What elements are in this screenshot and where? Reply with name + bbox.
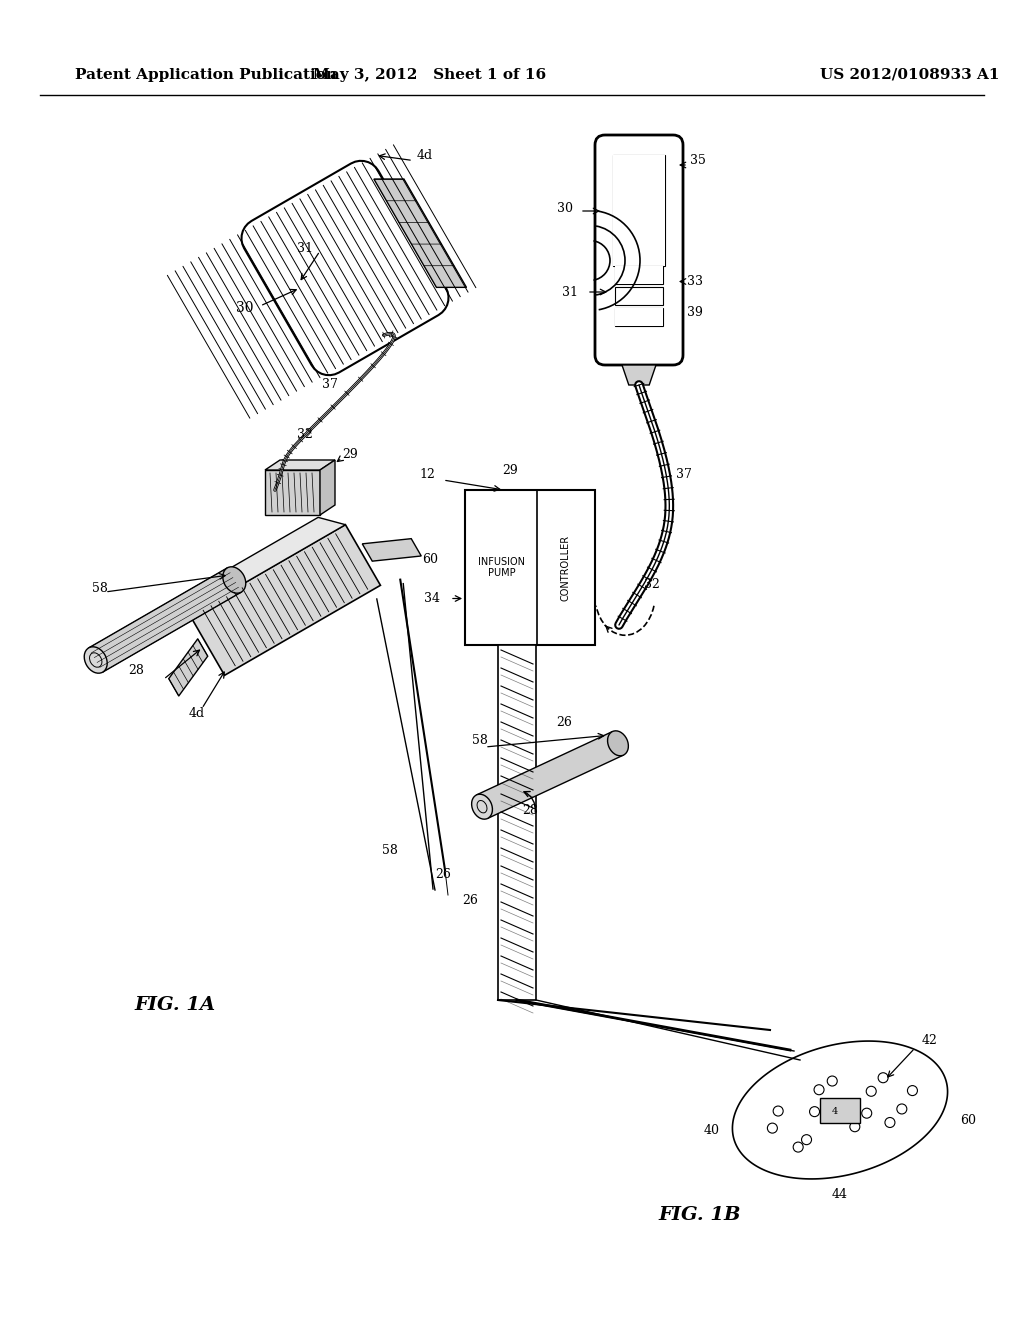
FancyBboxPatch shape [613,154,665,265]
Text: 58: 58 [382,843,398,857]
Text: 58: 58 [472,734,488,747]
FancyBboxPatch shape [615,286,663,305]
Text: FIG. 1B: FIG. 1B [658,1206,741,1224]
Circle shape [814,1085,824,1094]
Ellipse shape [472,795,493,820]
Bar [465,490,595,645]
Circle shape [862,1109,871,1118]
Polygon shape [732,1041,947,1179]
FancyBboxPatch shape [595,135,683,366]
Text: 32: 32 [297,429,313,441]
Circle shape [827,1076,838,1086]
Text: 60: 60 [961,1114,976,1126]
Polygon shape [265,459,335,470]
Polygon shape [169,639,208,696]
Bar [498,645,536,1001]
Text: 37: 37 [676,469,692,482]
Text: 4d: 4d [417,149,433,162]
Text: 58: 58 [92,582,108,594]
Circle shape [907,1085,918,1096]
Text: 29: 29 [342,449,357,462]
Circle shape [767,1123,777,1133]
Circle shape [802,1135,812,1144]
FancyBboxPatch shape [615,265,663,284]
Text: 30: 30 [237,301,254,315]
Circle shape [897,1104,907,1114]
Text: 26: 26 [462,894,478,907]
Text: 42: 42 [922,1034,938,1047]
Text: May 3, 2012   Sheet 1 of 16: May 3, 2012 Sheet 1 of 16 [313,69,547,82]
Text: CONTROLLER: CONTROLLER [561,535,570,601]
Polygon shape [265,470,319,515]
Text: 31: 31 [562,285,578,298]
Polygon shape [189,524,381,676]
FancyBboxPatch shape [615,308,663,326]
Text: FIG. 1A: FIG. 1A [134,997,216,1014]
FancyBboxPatch shape [613,154,665,265]
Circle shape [810,1106,819,1117]
Text: 26: 26 [435,869,451,882]
Bar [820,1098,860,1123]
FancyBboxPatch shape [615,265,663,284]
Text: 34: 34 [424,591,440,605]
FancyBboxPatch shape [615,308,663,326]
Circle shape [866,1086,877,1097]
Circle shape [773,1106,783,1115]
Circle shape [885,1118,895,1127]
Polygon shape [374,180,467,288]
Text: 33: 33 [687,275,703,288]
Ellipse shape [607,731,629,756]
Polygon shape [476,731,624,818]
Polygon shape [242,161,449,375]
Text: 35: 35 [690,153,706,166]
Polygon shape [319,459,335,515]
Circle shape [794,1142,803,1152]
Text: 60: 60 [423,553,438,566]
Polygon shape [89,568,242,672]
Polygon shape [162,517,345,615]
Ellipse shape [223,566,246,593]
Circle shape [850,1122,860,1131]
Polygon shape [622,366,656,385]
Text: US 2012/0108933 A1: US 2012/0108933 A1 [820,69,999,82]
Text: 37: 37 [323,379,338,392]
Text: 4d: 4d [188,708,205,721]
Text: 39: 39 [687,306,702,319]
Text: 40: 40 [705,1123,720,1137]
Text: 31: 31 [297,242,313,255]
Text: 29: 29 [503,463,518,477]
Text: 28: 28 [128,664,144,676]
Text: 4: 4 [831,1107,838,1117]
Text: 32: 32 [644,578,659,591]
Text: 28: 28 [522,804,538,817]
Text: Patent Application Publication: Patent Application Publication [75,69,337,82]
Text: 12: 12 [419,469,435,482]
Text: 30: 30 [557,202,573,214]
Text: 44: 44 [831,1188,848,1201]
Text: 26: 26 [556,715,571,729]
Polygon shape [362,539,421,561]
Ellipse shape [84,647,108,673]
Circle shape [879,1073,888,1082]
Text: INFUSION
PUMP: INFUSION PUMP [478,557,525,578]
